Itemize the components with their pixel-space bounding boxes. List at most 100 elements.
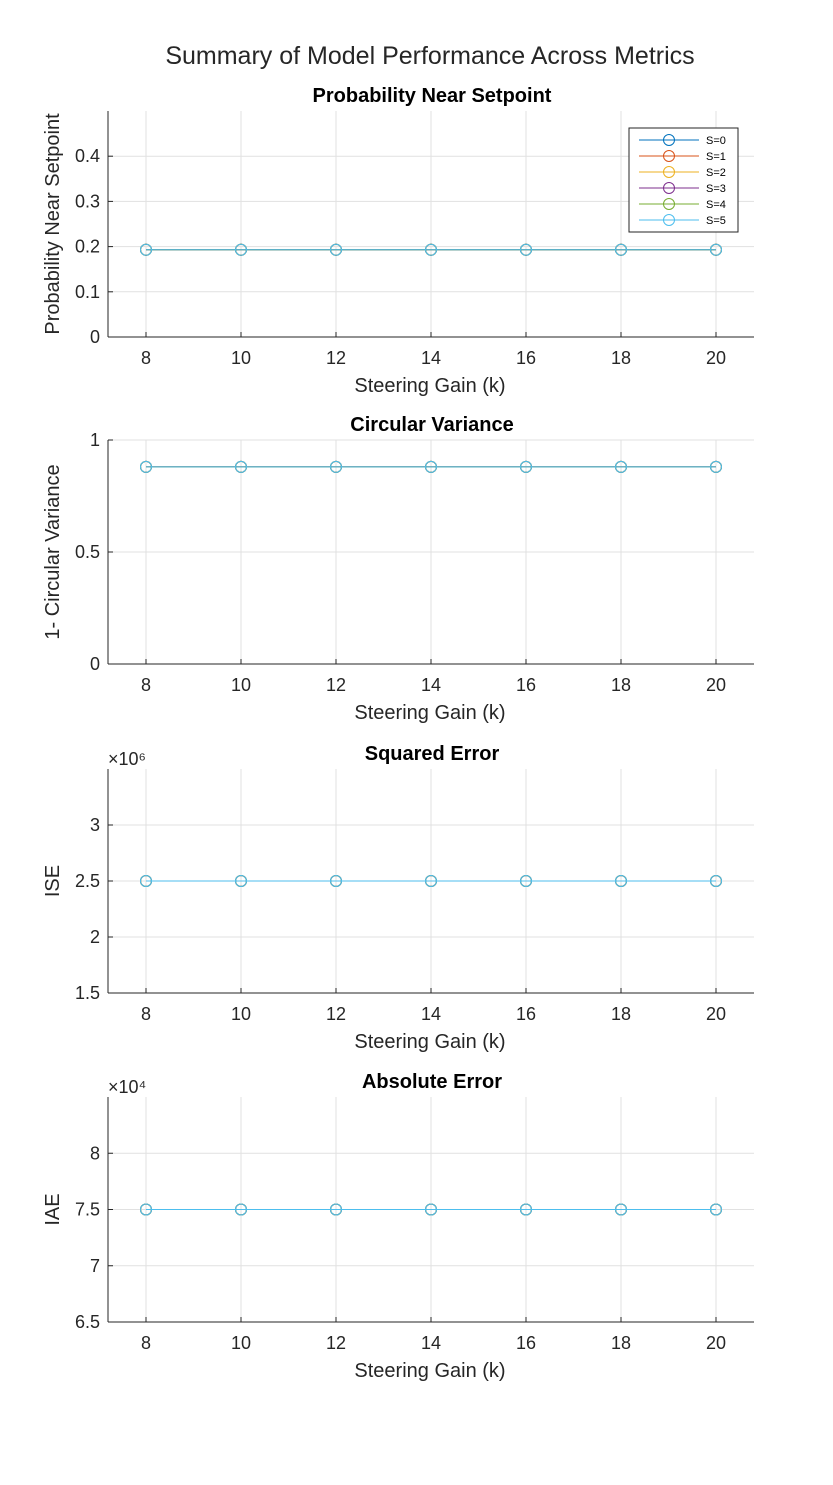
data-point	[140, 460, 152, 473]
figure-title: Summary of Model Performance Across Metr…	[165, 42, 694, 70]
legend-entry: S=5	[706, 215, 726, 227]
data-point	[140, 875, 152, 887]
data-point	[425, 460, 437, 473]
x-tick-label: 10	[231, 675, 251, 695]
data-point	[710, 1203, 722, 1216]
panel-title: Circular Variance	[350, 414, 513, 436]
y-tick-label: 0.3	[75, 191, 100, 211]
data-point	[520, 243, 532, 256]
x-tick-label: 8	[141, 348, 151, 368]
x-tick-label: 18	[611, 1004, 631, 1024]
axis-exponent-label: ×10⁴	[108, 1077, 146, 1097]
y-tick-label: 8	[90, 1143, 100, 1163]
data-point	[520, 875, 532, 887]
data-point	[140, 1203, 152, 1216]
data-point	[235, 875, 247, 887]
x-tick-label: 20	[706, 1004, 726, 1024]
y-tick-label: 2.5	[75, 871, 100, 891]
x-axis-label: Steering Gain (k)	[354, 702, 505, 724]
data-point	[235, 1203, 247, 1216]
y-tick-label: 6.5	[75, 1312, 100, 1332]
y-tick-label: 1	[90, 430, 100, 450]
legend-entry: S=4	[706, 199, 726, 211]
x-tick-label: 14	[421, 1333, 441, 1353]
data-point	[330, 460, 342, 473]
x-tick-label: 10	[231, 348, 251, 368]
data-point	[615, 243, 627, 256]
data-point	[615, 875, 627, 887]
x-tick-label: 14	[421, 1004, 441, 1024]
data-point	[710, 875, 722, 887]
x-tick-label: 14	[421, 348, 441, 368]
x-tick-label: 12	[326, 348, 346, 368]
legend-swatch-marker	[663, 198, 675, 210]
x-tick-label: 16	[516, 675, 536, 695]
legend-entry: S=3	[706, 183, 726, 195]
y-tick-label: 0	[90, 654, 100, 674]
y-tick-label: 3	[90, 815, 100, 835]
data-point	[330, 243, 342, 256]
x-tick-label: 8	[141, 1004, 151, 1024]
x-tick-label: 18	[611, 348, 631, 368]
legend-box	[628, 127, 739, 233]
x-tick-label: 10	[231, 1333, 251, 1353]
y-tick-label: 2	[90, 927, 100, 947]
x-tick-label: 18	[611, 1333, 631, 1353]
legend-swatch-marker	[663, 166, 675, 178]
x-tick-label: 16	[516, 1333, 536, 1353]
x-tick-label: 8	[141, 1333, 151, 1353]
data-point	[425, 875, 437, 887]
x-tick-label: 14	[421, 675, 441, 695]
data-point	[425, 1203, 437, 1216]
x-tick-label: 12	[326, 1004, 346, 1024]
legend-swatch-marker	[663, 214, 675, 226]
legend-swatch-marker	[663, 182, 675, 194]
x-tick-label: 16	[516, 348, 536, 368]
y-axis-label: Probability Near Setpoint	[42, 113, 64, 335]
data-point	[140, 243, 152, 256]
y-axis-label: IAE	[42, 1193, 64, 1225]
axis-exponent-label: ×10⁶	[108, 749, 146, 769]
y-tick-label: 0	[90, 327, 100, 347]
y-tick-label: 0.5	[75, 542, 100, 562]
x-tick-label: 18	[611, 675, 631, 695]
panel-title: Absolute Error	[362, 1071, 502, 1093]
y-tick-label: 0.4	[75, 146, 100, 166]
x-axis-label: Steering Gain (k)	[354, 375, 505, 397]
x-tick-label: 16	[516, 1004, 536, 1024]
x-tick-label: 20	[706, 675, 726, 695]
legend: S=0 S=1 S=2 S=3 S=4 S=5	[628, 127, 739, 233]
y-axis-label: 1- Circular Variance	[42, 464, 64, 639]
x-tick-label: 20	[706, 1333, 726, 1353]
y-tick-label: 0.2	[75, 237, 100, 257]
y-axis-label: ISE	[42, 865, 64, 897]
data-point	[235, 460, 247, 473]
data-point	[520, 460, 532, 473]
y-tick-label: 0.1	[75, 282, 100, 302]
x-tick-label: 12	[326, 1333, 346, 1353]
data-point	[615, 1203, 627, 1216]
data-point	[520, 1203, 532, 1216]
data-point	[330, 1203, 342, 1216]
x-axis-label: Steering Gain (k)	[354, 1360, 505, 1382]
x-axis-label: Steering Gain (k)	[354, 1031, 505, 1053]
legend-swatch-marker	[663, 134, 675, 146]
data-point	[330, 875, 342, 887]
panel-title: Probability Near Setpoint	[313, 85, 552, 107]
y-tick-label: 7	[90, 1256, 100, 1276]
legend-entry: S=2	[706, 167, 726, 179]
x-tick-label: 8	[141, 675, 151, 695]
panel-title: Squared Error	[365, 743, 500, 765]
chart-panel-3: 8 10 12 14 16 18 20 1.5 2 2.5 3 ×10⁶ Squared Error St…	[42, 743, 754, 1053]
legend-entry: S=1	[706, 151, 726, 163]
data-point	[235, 243, 247, 256]
data-point	[710, 460, 722, 473]
x-tick-label: 12	[326, 675, 346, 695]
x-tick-label: 20	[706, 348, 726, 368]
chart-panel-1: 8 10 12 14 16 18 20 0 0.1 0.2 0.3 0.4 Probability Ne…	[42, 85, 754, 397]
chart-panel-4: 8 10 12 14 16 18 20 6.5 7 7.5 8 ×10⁴ Absolute Error S…	[42, 1071, 754, 1382]
y-tick-label: 1.5	[75, 983, 100, 1003]
y-tick-label: 7.5	[75, 1200, 100, 1220]
data-point	[425, 243, 437, 256]
